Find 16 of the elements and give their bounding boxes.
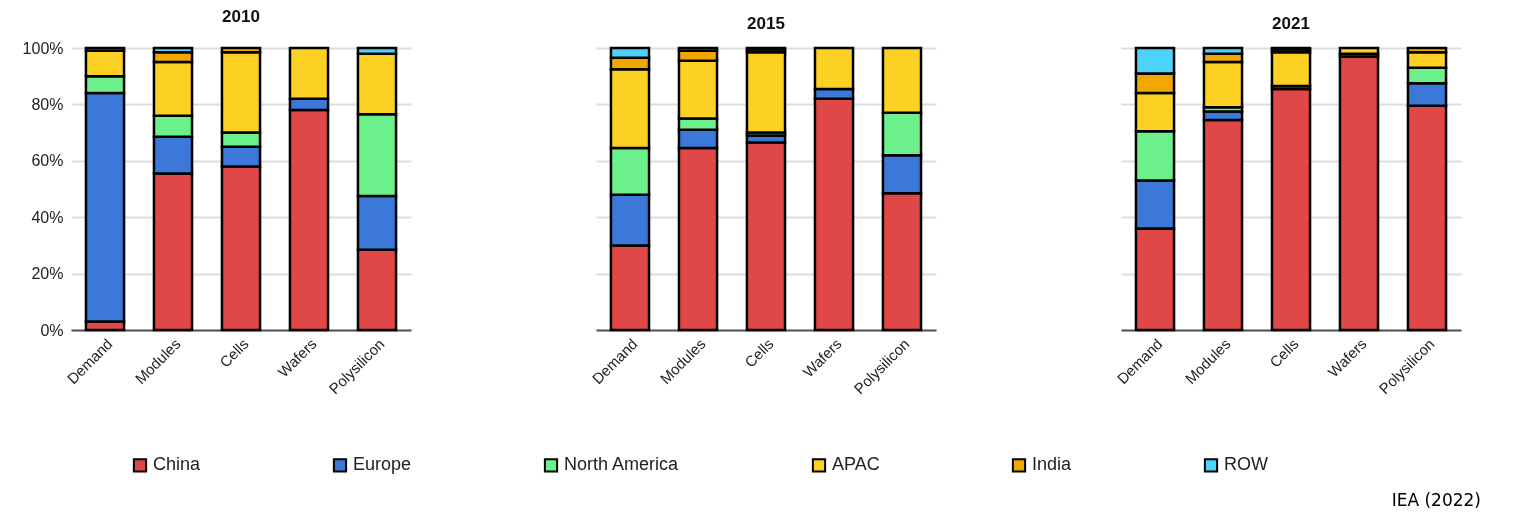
legend-label: ROW [1224, 454, 1268, 475]
legend-label: APAC [832, 454, 880, 475]
y-tick-label: 40% [31, 208, 64, 226]
chart-title: 2021 [1272, 13, 1310, 33]
y-tick-label: 80% [31, 95, 64, 113]
chart-title: 2010 [222, 7, 260, 26]
legend-label: China [153, 454, 202, 475]
y-tick-label: 20% [31, 265, 64, 283]
legend-label: Europe [353, 454, 412, 475]
legend-label: North America [564, 454, 680, 475]
chart-title: 2015 [747, 13, 785, 33]
text: IEA (2022) [1391, 490, 1481, 510]
y-tick-label: 100% [22, 39, 64, 57]
legend-label: India [1032, 454, 1073, 475]
y-tick-label: 0% [40, 321, 64, 339]
y-tick-label: 60% [31, 152, 64, 170]
